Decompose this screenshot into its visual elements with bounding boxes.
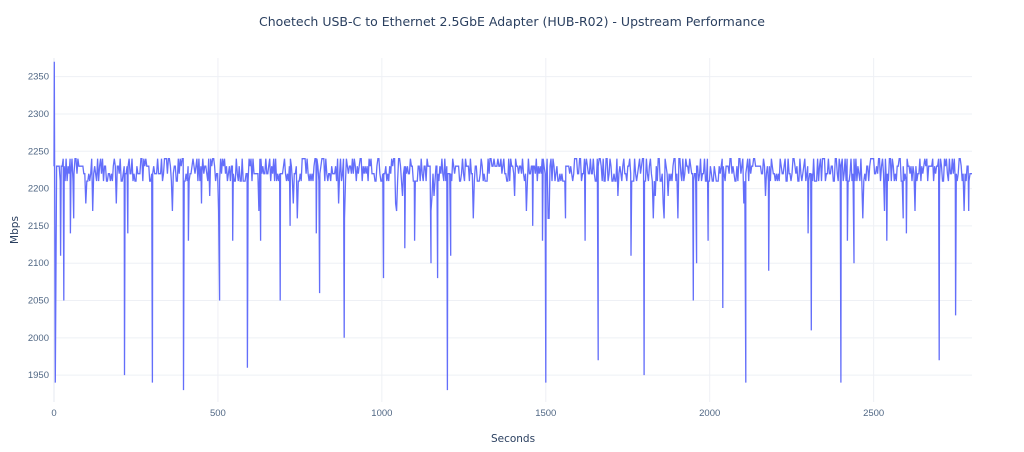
chart-title: Choetech USB-C to Ethernet 2.5GbE Adapte…: [258, 14, 765, 29]
y-tick-label: 2300: [28, 109, 49, 120]
y-tick-label: 1950: [28, 370, 49, 381]
x-tick-label: 1500: [535, 408, 556, 419]
y-tick-label: 2250: [28, 146, 49, 157]
x-axis-label: Seconds: [491, 433, 535, 445]
x-tick-label: 2500: [863, 408, 884, 419]
y-tick-label: 2150: [28, 221, 49, 232]
y-tick-label: 2200: [28, 184, 49, 195]
y-tick-label: 2000: [28, 333, 49, 344]
y-axis-label: Mbps: [9, 216, 21, 244]
series-line-upstream: [53, 61, 972, 391]
x-tick-label: 1000: [371, 408, 392, 419]
x-tick-label: 0: [51, 408, 56, 419]
x-tick-label: 2000: [699, 408, 720, 419]
x-tick-label: 500: [210, 408, 226, 419]
y-tick-label: 2050: [28, 296, 49, 307]
y-tick-label: 2100: [28, 258, 49, 269]
y-tick-label: 2350: [28, 72, 49, 83]
